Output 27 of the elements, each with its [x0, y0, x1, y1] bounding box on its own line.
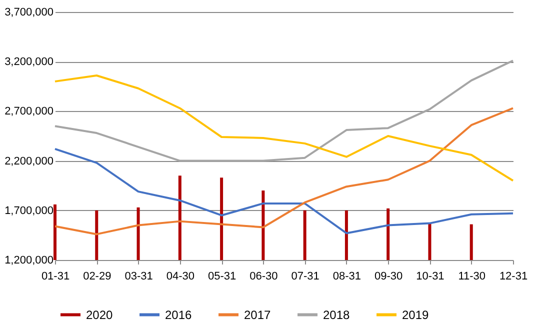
legend-label: 2017 — [244, 308, 272, 322]
line-series — [54, 60, 514, 162]
y-tick-label: 2,700,000 — [4, 106, 54, 118]
legend-label: 2018 — [323, 308, 350, 322]
x-tick-label: 06-30 — [250, 270, 278, 282]
x-tick-label: 03-31 — [124, 270, 153, 282]
legend-label: 2020 — [86, 308, 114, 322]
y-tick-label: 3,200,000 — [4, 56, 54, 68]
legend-label: 2019 — [402, 308, 430, 322]
x-tick-label: 05-31 — [208, 270, 236, 282]
x-tick-label: 04-30 — [166, 270, 194, 282]
line-series — [54, 74, 514, 182]
line-series — [54, 107, 514, 236]
x-tick-label: 01-31 — [41, 270, 70, 282]
legend-label: 2016 — [165, 308, 192, 322]
y-tick-label: 2,200,000 — [4, 155, 54, 168]
x-tick-label: 09-30 — [374, 270, 403, 282]
y-tick-label: 1,200,000 — [4, 254, 54, 266]
y-tick-label: 1,700,000 — [4, 204, 54, 217]
x-tick-label: 12-31 — [499, 270, 528, 282]
x-tick-label: 02-29 — [83, 270, 112, 282]
y-tick-label: 3,700,000 — [4, 6, 54, 18]
x-tick-label: 11-30 — [458, 270, 486, 282]
x-tick-label: 08-31 — [332, 270, 362, 282]
x-tick-label: 07-31 — [291, 270, 320, 282]
x-tick-label: 10-31 — [416, 270, 444, 282]
line-series — [54, 148, 514, 234]
